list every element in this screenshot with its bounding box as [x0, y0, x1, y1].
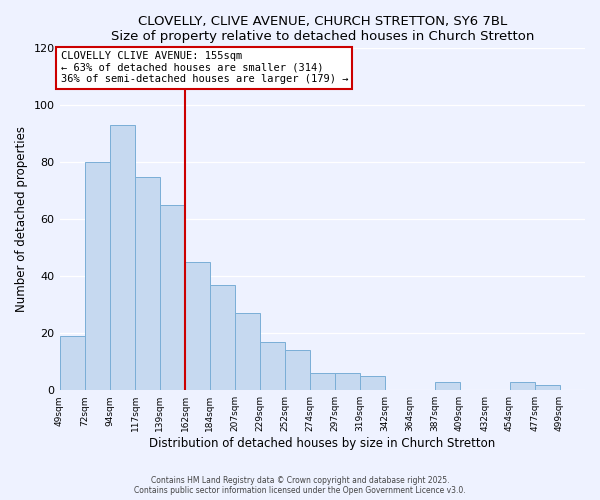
Bar	[60, 336, 85, 390]
X-axis label: Distribution of detached houses by size in Church Stretton: Distribution of detached houses by size …	[149, 437, 496, 450]
Bar	[235, 314, 260, 390]
Bar	[535, 384, 560, 390]
Bar	[310, 373, 335, 390]
Bar	[436, 382, 460, 390]
Text: Contains HM Land Registry data © Crown copyright and database right 2025.
Contai: Contains HM Land Registry data © Crown c…	[134, 476, 466, 495]
Text: CLOVELLY CLIVE AVENUE: 155sqm
← 63% of detached houses are smaller (314)
36% of : CLOVELLY CLIVE AVENUE: 155sqm ← 63% of d…	[61, 51, 348, 84]
Bar	[210, 285, 235, 390]
Bar	[510, 382, 535, 390]
Bar	[85, 162, 110, 390]
Bar	[335, 373, 361, 390]
Bar	[160, 205, 185, 390]
Bar	[286, 350, 310, 390]
Bar	[185, 262, 211, 390]
Bar	[260, 342, 285, 390]
Y-axis label: Number of detached properties: Number of detached properties	[15, 126, 28, 312]
Bar	[110, 126, 135, 390]
Bar	[360, 376, 385, 390]
Bar	[136, 176, 160, 390]
Title: CLOVELLY, CLIVE AVENUE, CHURCH STRETTON, SY6 7BL
Size of property relative to de: CLOVELLY, CLIVE AVENUE, CHURCH STRETTON,…	[110, 15, 534, 43]
